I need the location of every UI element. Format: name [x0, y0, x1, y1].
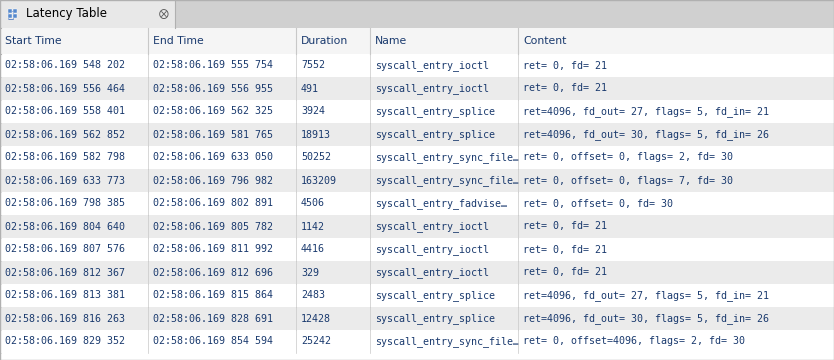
- Bar: [0, 330, 834, 353]
- Text: syscall_entry_sync_file…: syscall_entry_sync_file…: [375, 336, 519, 347]
- Text: Start Time: Start Time: [5, 36, 62, 46]
- Text: 02:58:06.169 633 050: 02:58:06.169 633 050: [153, 153, 273, 162]
- Text: 02:58:06.169 633 773: 02:58:06.169 633 773: [5, 175, 125, 185]
- Text: 02:58:06.169 558 401: 02:58:06.169 558 401: [5, 107, 125, 117]
- Text: 02:58:06.169 854 594: 02:58:06.169 854 594: [153, 337, 273, 346]
- Bar: [13, 14, 17, 18]
- Bar: [0, 77, 834, 100]
- Text: ret=4096, fd_out= 30, flags= 5, fd_in= 26: ret=4096, fd_out= 30, flags= 5, fd_in= 2…: [523, 129, 769, 140]
- Text: ret= 0, fd= 21: ret= 0, fd= 21: [523, 221, 607, 231]
- Bar: [0, 146, 834, 169]
- Text: 50252: 50252: [301, 153, 331, 162]
- Text: 2483: 2483: [301, 291, 325, 301]
- Text: 491: 491: [301, 84, 319, 94]
- Text: 02:58:06.169 815 864: 02:58:06.169 815 864: [153, 291, 273, 301]
- Text: 02:58:06.169 807 576: 02:58:06.169 807 576: [5, 244, 125, 255]
- Text: 🗒: 🗒: [8, 9, 14, 19]
- Text: 4506: 4506: [301, 198, 325, 208]
- Text: 02:58:06.169 804 640: 02:58:06.169 804 640: [5, 221, 125, 231]
- Bar: [0, 215, 834, 238]
- Text: 18913: 18913: [301, 130, 331, 139]
- Text: syscall_entry_ioctl: syscall_entry_ioctl: [375, 60, 489, 71]
- Text: 3924: 3924: [301, 107, 325, 117]
- Bar: [0, 100, 834, 123]
- Text: 02:58:06.169 829 352: 02:58:06.169 829 352: [5, 337, 125, 346]
- Text: 02:58:06.169 548 202: 02:58:06.169 548 202: [5, 60, 125, 71]
- Text: 02:58:06.169 581 765: 02:58:06.169 581 765: [153, 130, 273, 139]
- Bar: [0, 192, 834, 215]
- Text: ret= 0, fd= 21: ret= 0, fd= 21: [523, 244, 607, 255]
- Text: ret= 0, offset= 0, flags= 7, fd= 30: ret= 0, offset= 0, flags= 7, fd= 30: [523, 175, 733, 185]
- Text: 7552: 7552: [301, 60, 325, 71]
- Text: ret= 0, fd= 21: ret= 0, fd= 21: [523, 84, 607, 94]
- Bar: [0, 28, 834, 54]
- Bar: [0, 0, 175, 28]
- Text: 02:58:06.169 812 696: 02:58:06.169 812 696: [153, 267, 273, 278]
- Text: ret= 0, fd= 21: ret= 0, fd= 21: [523, 60, 607, 71]
- Bar: [8, 9, 12, 13]
- Text: Content: Content: [523, 36, 566, 46]
- Text: Duration: Duration: [301, 36, 349, 46]
- Text: 02:58:06.169 813 381: 02:58:06.169 813 381: [5, 291, 125, 301]
- Text: 02:58:06.169 582 798: 02:58:06.169 582 798: [5, 153, 125, 162]
- Text: syscall_entry_splice: syscall_entry_splice: [375, 313, 495, 324]
- Text: syscall_entry_splice: syscall_entry_splice: [375, 106, 495, 117]
- Bar: [0, 238, 834, 261]
- Text: 02:58:06.169 811 992: 02:58:06.169 811 992: [153, 244, 273, 255]
- Text: 02:58:06.169 562 852: 02:58:06.169 562 852: [5, 130, 125, 139]
- Text: 02:58:06.169 802 891: 02:58:06.169 802 891: [153, 198, 273, 208]
- Text: 02:58:06.169 562 325: 02:58:06.169 562 325: [153, 107, 273, 117]
- Text: 02:58:06.169 796 982: 02:58:06.169 796 982: [153, 175, 273, 185]
- Text: ret= 0, offset= 0, fd= 30: ret= 0, offset= 0, fd= 30: [523, 198, 673, 208]
- Text: syscall_entry_splice: syscall_entry_splice: [375, 129, 495, 140]
- Text: ret=4096, fd_out= 30, flags= 5, fd_in= 26: ret=4096, fd_out= 30, flags= 5, fd_in= 2…: [523, 313, 769, 324]
- Text: 02:58:06.169 812 367: 02:58:06.169 812 367: [5, 267, 125, 278]
- Text: ret=4096, fd_out= 27, flags= 5, fd_in= 21: ret=4096, fd_out= 27, flags= 5, fd_in= 2…: [523, 106, 769, 117]
- Text: ret= 0, fd= 21: ret= 0, fd= 21: [523, 267, 607, 278]
- Bar: [175, 0, 834, 28]
- Text: 4416: 4416: [301, 244, 325, 255]
- Text: syscall_entry_splice: syscall_entry_splice: [375, 290, 495, 301]
- Text: syscall_entry_sync_file…: syscall_entry_sync_file…: [375, 152, 519, 163]
- Text: syscall_entry_ioctl: syscall_entry_ioctl: [375, 221, 489, 232]
- Text: 12428: 12428: [301, 314, 331, 324]
- Text: syscall_entry_ioctl: syscall_entry_ioctl: [375, 83, 489, 94]
- Text: 25242: 25242: [301, 337, 331, 346]
- Bar: [8, 14, 12, 18]
- Text: 163209: 163209: [301, 175, 337, 185]
- Text: ret=4096, fd_out= 27, flags= 5, fd_in= 21: ret=4096, fd_out= 27, flags= 5, fd_in= 2…: [523, 290, 769, 301]
- Text: 02:58:06.169 816 263: 02:58:06.169 816 263: [5, 314, 125, 324]
- Text: 02:58:06.169 555 754: 02:58:06.169 555 754: [153, 60, 273, 71]
- Text: 02:58:06.169 556 464: 02:58:06.169 556 464: [5, 84, 125, 94]
- Text: syscall_entry_ioctl: syscall_entry_ioctl: [375, 244, 489, 255]
- Bar: [0, 261, 834, 284]
- Text: Name: Name: [375, 36, 407, 46]
- Bar: [0, 123, 834, 146]
- Bar: [0, 54, 834, 77]
- Bar: [0, 284, 834, 307]
- Text: syscall_entry_ioctl: syscall_entry_ioctl: [375, 267, 489, 278]
- Text: Latency Table: Latency Table: [26, 8, 107, 21]
- Text: ret= 0, offset= 0, flags= 2, fd= 30: ret= 0, offset= 0, flags= 2, fd= 30: [523, 153, 733, 162]
- Text: 02:58:06.169 828 691: 02:58:06.169 828 691: [153, 314, 273, 324]
- Text: syscall_entry_fadvise…: syscall_entry_fadvise…: [375, 198, 507, 209]
- Bar: [0, 169, 834, 192]
- Text: 02:58:06.169 805 782: 02:58:06.169 805 782: [153, 221, 273, 231]
- Text: 02:58:06.169 556 955: 02:58:06.169 556 955: [153, 84, 273, 94]
- Text: 329: 329: [301, 267, 319, 278]
- Bar: [13, 9, 17, 13]
- Text: End Time: End Time: [153, 36, 203, 46]
- Text: syscall_entry_sync_file…: syscall_entry_sync_file…: [375, 175, 519, 186]
- Text: ⨂: ⨂: [159, 9, 168, 19]
- Text: 1142: 1142: [301, 221, 325, 231]
- Bar: [0, 307, 834, 330]
- Text: 02:58:06.169 798 385: 02:58:06.169 798 385: [5, 198, 125, 208]
- Text: ret= 0, offset=4096, flags= 2, fd= 30: ret= 0, offset=4096, flags= 2, fd= 30: [523, 337, 745, 346]
